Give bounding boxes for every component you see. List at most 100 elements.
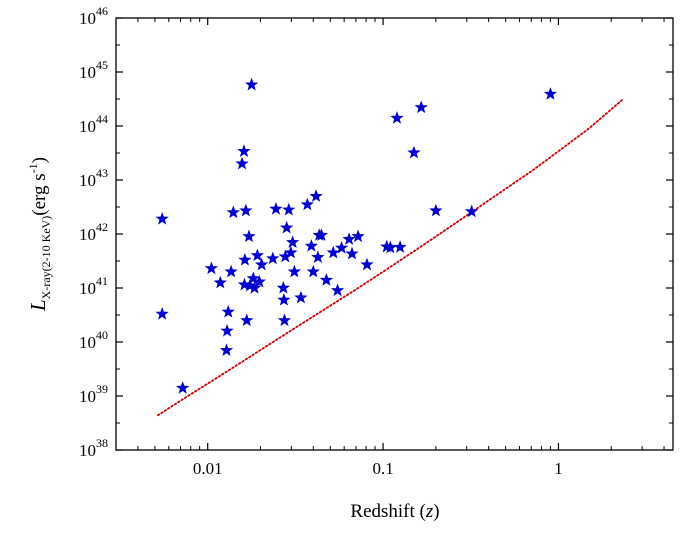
y-axis-title-unit: (erg s [29,173,50,215]
data-point-star [300,197,314,211]
data-point-star [176,381,190,394]
data-point-star [309,189,323,202]
x-tick-label: 0.01 [193,459,223,478]
y-tick-base: 10 [79,9,96,28]
data-point-star [282,202,296,216]
y-tick-label: 1038 [79,436,108,460]
x-axis-title-var: z [425,501,434,522]
y-axis-title-subscript: X-ray(2-10 KeV) [39,216,53,300]
axis-ticks: 0.01 0.1 110381039104010411042104310441045… [79,4,673,478]
y-tick-label: 1046 [79,4,108,28]
y-tick-base: 10 [79,333,96,352]
x-tick-label: 1 [554,459,563,478]
data-point-star [285,235,300,249]
x-axis-title-close: ) [433,501,439,522]
y-tick-label: 1041 [79,274,108,298]
data-point-star [237,144,251,157]
data-point-star [277,313,292,327]
data-point-star [243,278,257,292]
y-tick-exponent: 46 [96,4,108,18]
data-point-star [224,264,238,278]
y-tick-exponent: 45 [96,58,108,72]
y-tick-base: 10 [79,225,96,244]
y-tick-label: 1043 [79,166,108,190]
data-point-star [319,273,334,286]
data-point-star [213,275,227,289]
data-point-star [269,202,283,215]
data-point-star [345,246,359,260]
data-point-star [311,250,325,263]
y-axis-title-unit-close: ) [29,157,50,163]
data-point-star [306,264,320,278]
data-point-star [360,257,374,271]
data-point-star [155,307,169,320]
x-axis-title-text: Redshift ( [350,501,425,522]
data-point-star [204,261,219,275]
x-axis-title: Redshift (z) [350,501,439,522]
data-point-star [235,156,249,170]
y-tick-label: 1039 [79,382,108,406]
y-tick-base: 10 [79,279,96,298]
data-point-star [240,313,254,327]
data-point-star [276,281,291,294]
data-point-star [280,220,294,234]
data-point-star [284,245,298,259]
data-point-star [219,343,234,357]
y-tick-exponent: 40 [96,328,108,342]
data-point-star [334,241,349,254]
limit-curve-line [157,99,623,417]
data-point-star [239,203,253,217]
y-axis-title: LX-ray(2-10 KeV)(erg s-1) [26,157,53,312]
data-point-star [238,253,252,266]
data-point-star [155,211,169,225]
data-point-star [244,77,259,91]
data-point-star [543,87,558,100]
data-point-star [277,292,291,306]
y-tick-label: 1045 [79,58,108,82]
x-tick-label: 0.1 [372,459,393,478]
y-tick-base: 10 [79,387,96,406]
y-tick-exponent: 42 [96,220,108,234]
data-point-star [220,323,234,337]
y-tick-exponent: 44 [96,112,108,126]
data-point-star [287,264,302,278]
data-point-star [252,274,266,288]
data-point-star [326,245,340,259]
data-point-star [304,238,319,252]
y-tick-exponent: 38 [96,436,108,450]
y-tick-label: 1040 [79,328,108,352]
data-point-star [393,240,407,253]
data-point-star [351,229,365,243]
data-point-star [414,100,428,114]
data-point-star [250,248,265,262]
data-point-star [314,228,329,241]
data-point-star [294,290,308,304]
data-point-star [407,145,421,159]
data-point-star [242,229,256,243]
y-tick-base: 10 [79,63,96,82]
y-tick-label: 1042 [79,220,108,244]
data-point-star [342,232,356,245]
data-point-star [221,304,235,318]
data-point-star [390,111,404,124]
data-point-star [254,257,269,271]
data-point-star [330,283,345,297]
data-point-star [465,204,479,218]
data-point-star [278,249,292,263]
data-points [155,77,558,394]
data-point-star [247,281,262,294]
y-tick-exponent: 41 [96,274,108,288]
plot-frame [115,17,674,451]
y-tick-base: 10 [79,171,96,190]
data-point-star [266,251,280,265]
y-tick-base: 10 [79,441,96,460]
data-point-star [246,271,260,285]
data-point-star [383,240,397,254]
y-axis-title-unit-exp: -1 [26,163,40,173]
y-tick-exponent: 43 [96,166,108,180]
y-tick-exponent: 39 [96,382,108,396]
detection-limit-curve [157,99,623,417]
y-axis-title-symbol: L [26,299,50,312]
data-point-star [429,203,443,217]
